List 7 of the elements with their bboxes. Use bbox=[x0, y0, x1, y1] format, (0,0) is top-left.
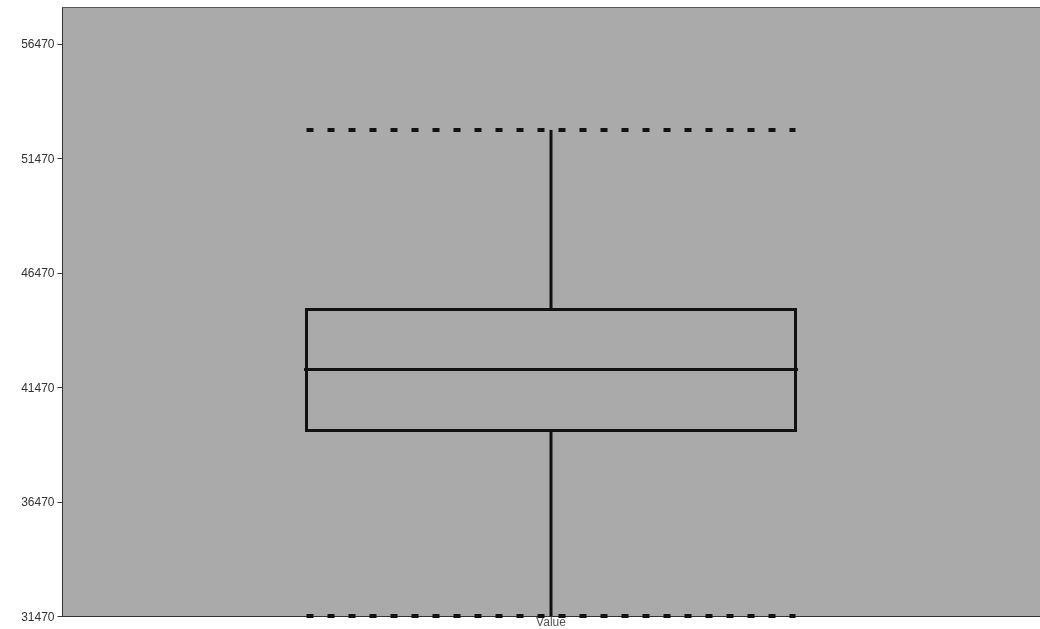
y-tick-label: 31470 bbox=[21, 609, 55, 624]
y-tick-label: 36470 bbox=[21, 495, 55, 510]
y-tick-label: 41470 bbox=[21, 380, 55, 395]
y-tick-label: 56470 bbox=[21, 37, 55, 52]
y-tick-label: 51470 bbox=[21, 151, 55, 166]
y-tick-label: 46470 bbox=[21, 266, 55, 281]
x-tick-label: Value bbox=[536, 614, 567, 629]
